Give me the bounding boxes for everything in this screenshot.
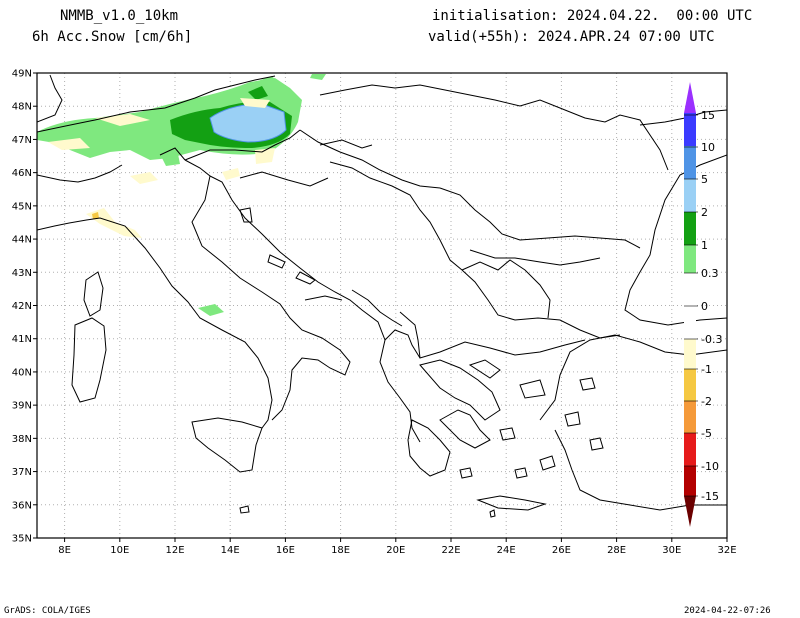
lat-tick-label: 43N (12, 268, 32, 279)
colorbar-label: 1 (701, 239, 708, 252)
colorbar-label: -1 (701, 363, 712, 376)
lat-tick-label: 49N (12, 69, 32, 80)
neg-patch-genoa-core (92, 212, 99, 219)
snow-top-blob (310, 74, 326, 80)
colorbar-label: 10 (701, 141, 715, 154)
cb-seg-1-2 (684, 212, 696, 245)
lat-tick-label: 41N (12, 334, 32, 345)
lat-tick-label: 46N (12, 168, 32, 179)
cb-triangle-bottom (684, 496, 696, 527)
lat-tick-label: 36N (12, 500, 32, 511)
neg-patch-6 (240, 98, 270, 108)
colorbar-label: 2 (701, 206, 708, 219)
lat-tick-label: 45N (12, 201, 32, 212)
lon-tick-label: 24E (497, 545, 516, 556)
lat-tick-label: 39N (12, 401, 32, 412)
colorbar-label: -2 (701, 395, 712, 408)
cb-seg-m1 (684, 369, 696, 401)
colorbar (684, 82, 696, 527)
colorbar-label: 0 (701, 300, 708, 313)
lat-tick-label: 40N (12, 367, 32, 378)
valid-time: valid(+55h): 2024.APR.24 07:00 UTC (428, 29, 715, 45)
cb-seg-10-15 (684, 113, 696, 146)
lat-tick-label: 35N (12, 534, 32, 545)
lon-tick-label: 28E (607, 545, 626, 556)
lon-tick-label: 22E (441, 545, 460, 556)
init-time: initialisation: 2024.04.22. 00:00 UTC (432, 8, 753, 24)
lon-tick-label: 26E (552, 545, 571, 556)
model-title: NMMB_v1.0_10km (60, 8, 179, 24)
lon-tick-label: 10E (110, 545, 129, 556)
lon-tick-label: 20E (386, 545, 405, 556)
cb-seg-m5 (684, 433, 696, 466)
colorbar-label: -5 (701, 427, 712, 440)
snow-blob-central-italy (198, 304, 224, 316)
lat-tick-label: 38N (12, 434, 32, 445)
cb-seg-m0.3 (684, 339, 696, 369)
colorbar-label: -10 (701, 460, 719, 473)
cb-seg-m10 (684, 466, 696, 496)
latitude-ticks: 49N 48N 47N 46N 45N 44N 43N 42N 41N 40N 39N 38N 37N 3… (12, 69, 37, 545)
lat-tick-label: 42N (12, 301, 32, 312)
snow-2-5cm (209, 103, 287, 143)
longitude-ticks: 8E 10E 12E 14E 16E 18E 20E 22E 24E 26E 28E 30E 32E (58, 538, 737, 556)
colorbar-labels: 15 10 5 2 1 0.3 0 -0.3 -1 -2 -5 -10 -15 (684, 109, 722, 503)
lat-tick-label: 48N (12, 102, 32, 113)
neg-patch-1 (48, 138, 90, 150)
lat-tick-label: 37N (12, 467, 32, 478)
gridlines (37, 73, 727, 538)
footer-credit: GrADS: COLA/IGES (4, 606, 91, 616)
cb-seg-5-10 (684, 146, 696, 179)
colorbar-label: 5 (701, 173, 708, 186)
lon-tick-label: 8E (58, 545, 71, 556)
snow-blob-a (162, 154, 180, 166)
cb-seg-m2 (684, 401, 696, 433)
colorbar-label: -0.3 (701, 333, 722, 346)
lat-tick-label: 44N (12, 235, 32, 246)
footer-timestamp: 2024-04-22-07:26 (684, 606, 771, 616)
cb-seg-2-5 (684, 179, 696, 212)
neg-patch-5 (222, 168, 240, 180)
lon-tick-label: 14E (221, 545, 240, 556)
lon-tick-label: 18E (331, 545, 350, 556)
lat-tick-label: 47N (12, 135, 32, 146)
colorbar-label: -15 (701, 490, 719, 503)
colorbar-label: 0.3 (701, 267, 719, 280)
lon-tick-label: 16E (276, 545, 295, 556)
cb-seg-0.3-1 (684, 245, 696, 273)
neg-patch-4 (130, 172, 158, 184)
lon-tick-label: 30E (662, 545, 681, 556)
field-title: 6h Acc.Snow [cm/6h] (32, 29, 193, 45)
lon-tick-label: 12E (165, 545, 184, 556)
lon-tick-label: 32E (717, 545, 736, 556)
snow-1-2cm-north (248, 86, 268, 100)
colorbar-label: 15 (701, 109, 715, 122)
cb-triangle-top (684, 82, 696, 113)
